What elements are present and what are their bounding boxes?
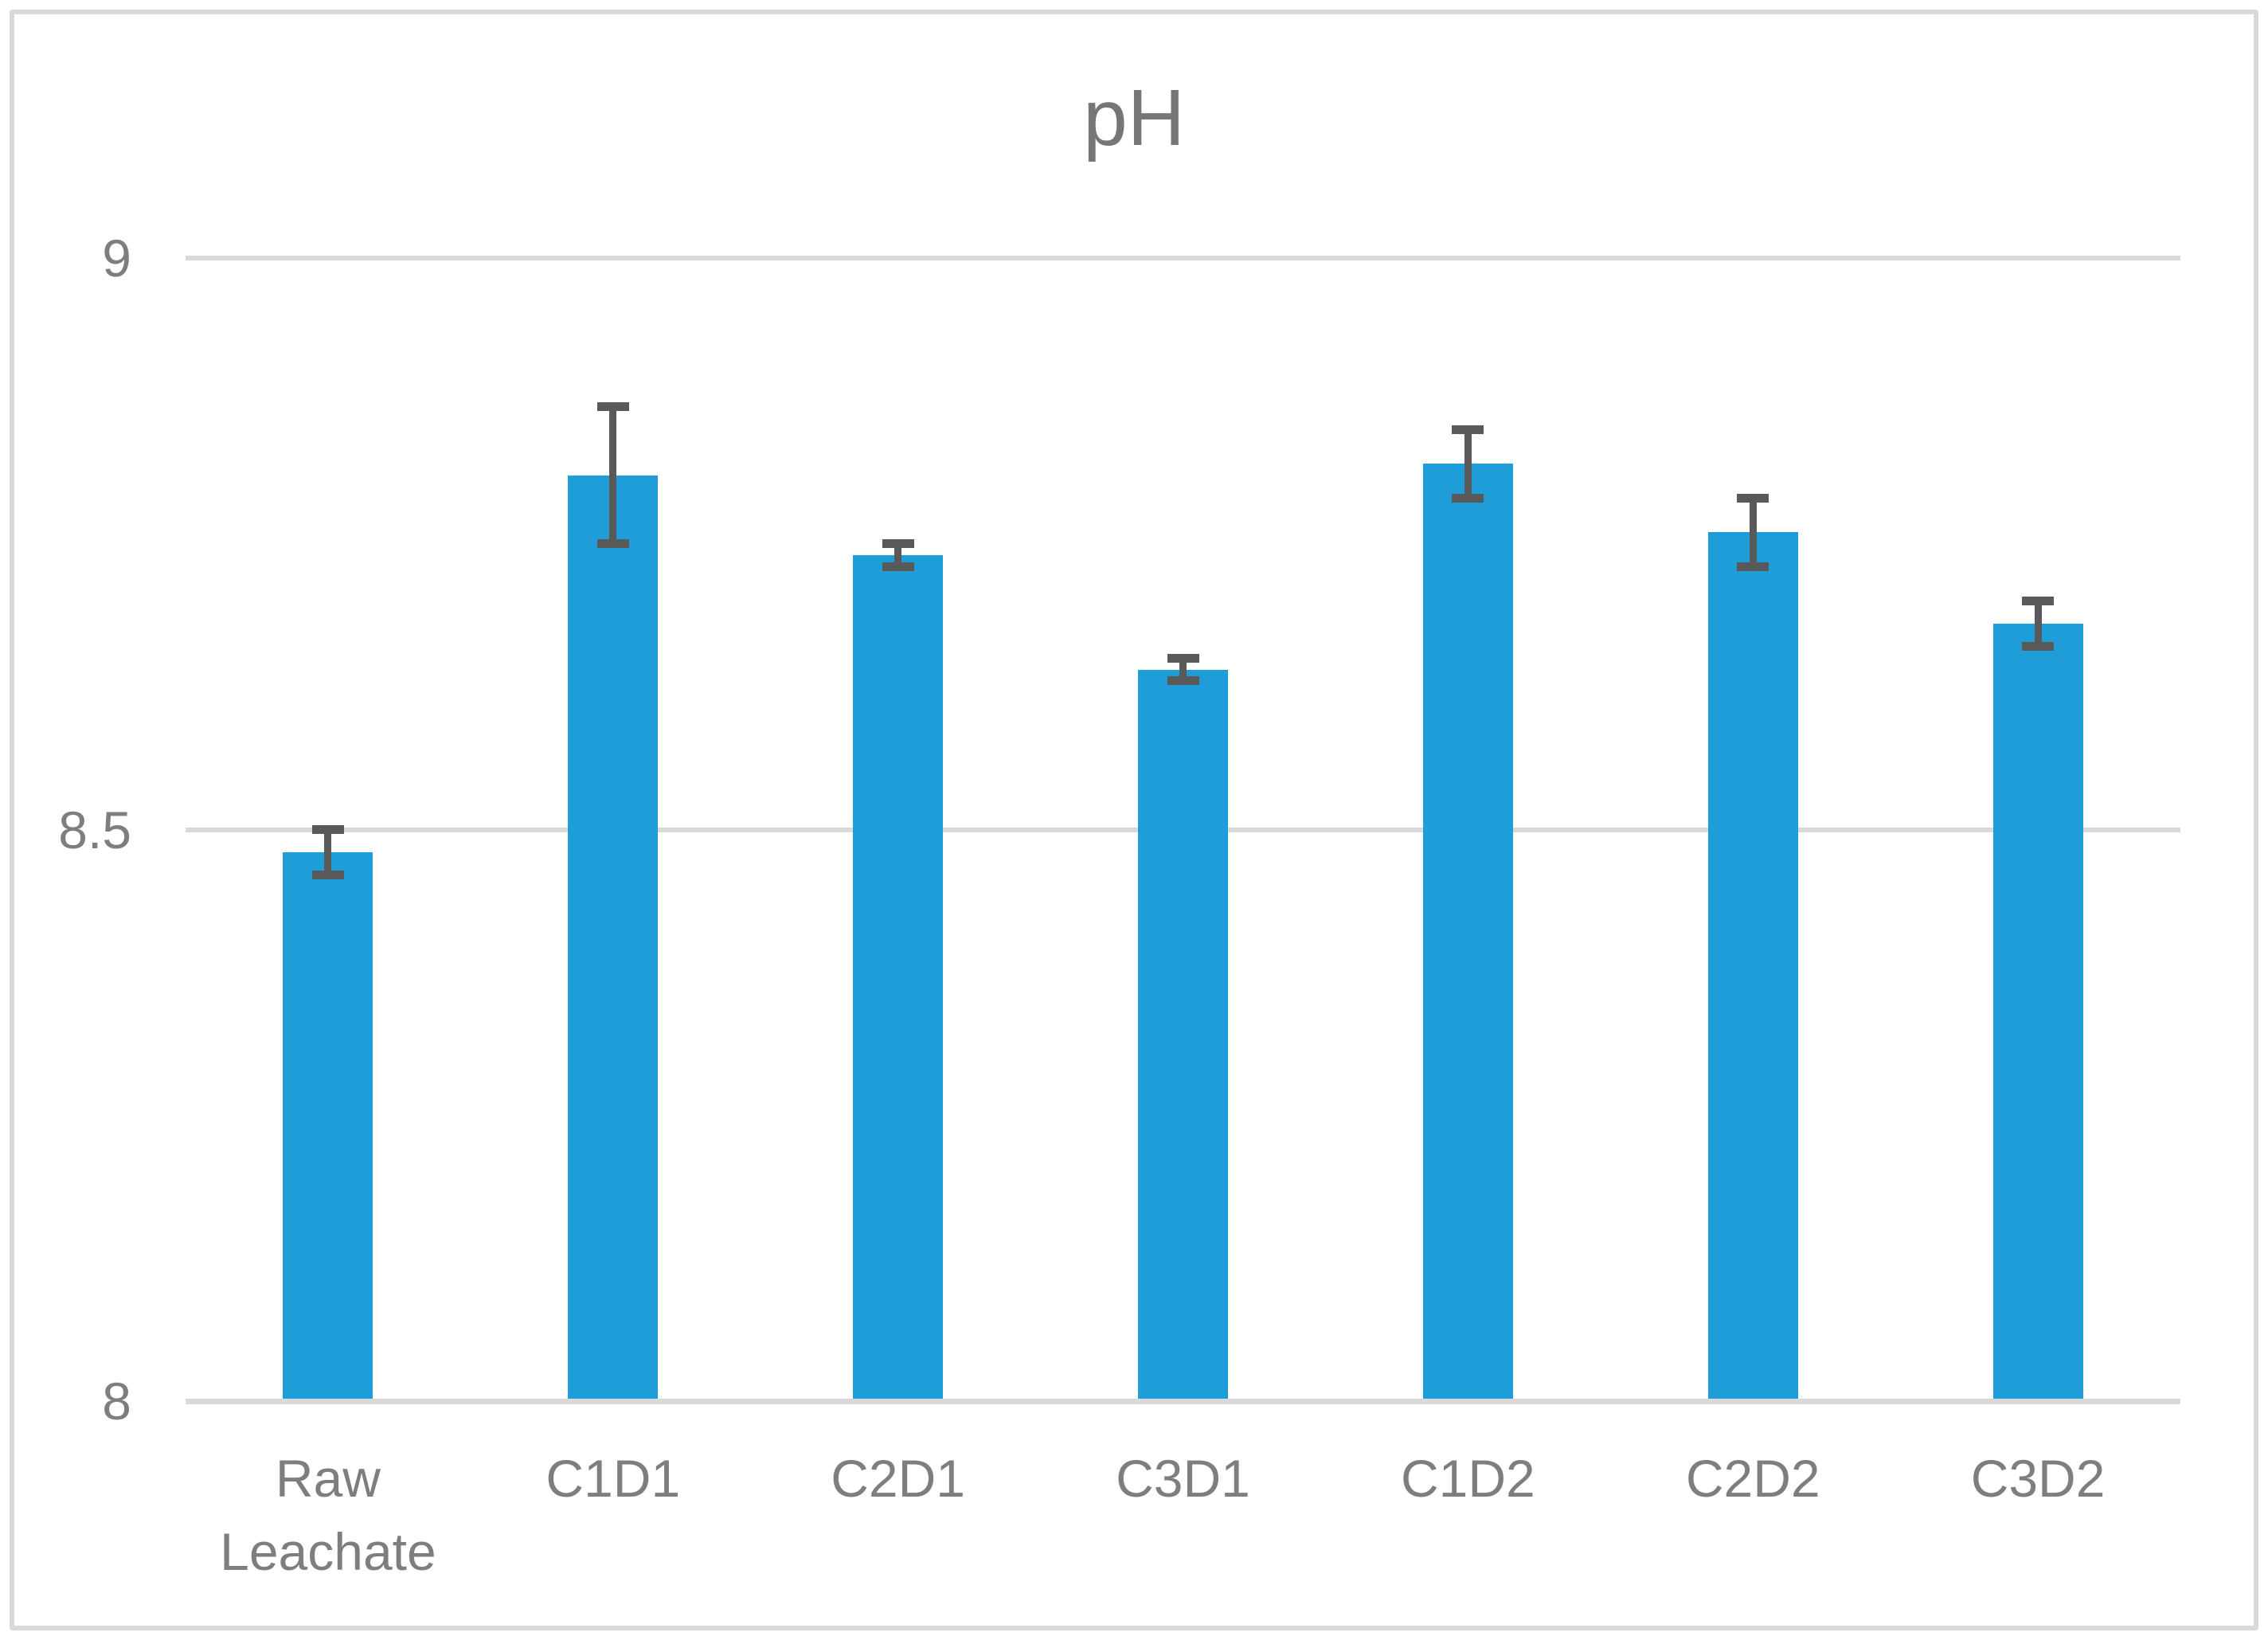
- error-bar-cap-top: [311, 825, 344, 834]
- chart-border: [10, 10, 2258, 1630]
- error-bar-stem: [609, 406, 617, 544]
- error-bar-stem: [1749, 498, 1757, 567]
- x-axis-line: [186, 1399, 2180, 1404]
- bar: [1138, 669, 1228, 1399]
- error-bar-cap-top: [1452, 425, 1484, 434]
- x-tick-label: Raw Leachate: [220, 1449, 436, 1581]
- error-bar-cap-top: [1737, 493, 1769, 503]
- x-tick-label: C1D2: [1400, 1449, 1535, 1508]
- error-bar-cap-bottom: [596, 539, 629, 549]
- error-bar-cap-bottom: [882, 562, 914, 571]
- error-bar-cap-top: [2022, 597, 2055, 605]
- x-tick-label: C2D2: [1685, 1449, 1820, 1508]
- x-tick-label: C2D1: [831, 1449, 966, 1508]
- bar: [283, 852, 373, 1399]
- error-bar-stem: [894, 543, 902, 567]
- error-bar-cap-bottom: [1452, 493, 1484, 503]
- y-tick-label: 9: [102, 229, 131, 288]
- error-bar-stem: [2034, 601, 2042, 647]
- y-tick-label: 8: [102, 1372, 131, 1431]
- error-bar-cap-bottom: [2022, 642, 2055, 652]
- bar: [1707, 532, 1798, 1399]
- error-bar-cap-bottom: [1167, 676, 1199, 686]
- error-bar-cap-top: [1167, 653, 1199, 663]
- error-bar-cap-top: [596, 402, 629, 412]
- gridline: [186, 256, 2180, 260]
- error-bar-stem: [1179, 658, 1187, 681]
- bar: [853, 555, 944, 1399]
- bar: [568, 475, 659, 1399]
- x-tick-label: C3D1: [1116, 1449, 1250, 1508]
- chart-title: pH: [1083, 73, 1185, 162]
- error-bar-cap-bottom: [1737, 562, 1769, 571]
- bar: [1992, 624, 2083, 1399]
- bar: [1422, 464, 1513, 1399]
- error-bar-cap-top: [882, 539, 914, 549]
- error-bar-stem: [324, 829, 332, 875]
- y-tick-label: 8.5: [58, 800, 131, 859]
- error-bar-stem: [1464, 429, 1472, 499]
- x-tick-label: C3D2: [1970, 1449, 2106, 1508]
- x-tick-label: C1D1: [545, 1449, 681, 1508]
- error-bar-cap-bottom: [311, 871, 344, 880]
